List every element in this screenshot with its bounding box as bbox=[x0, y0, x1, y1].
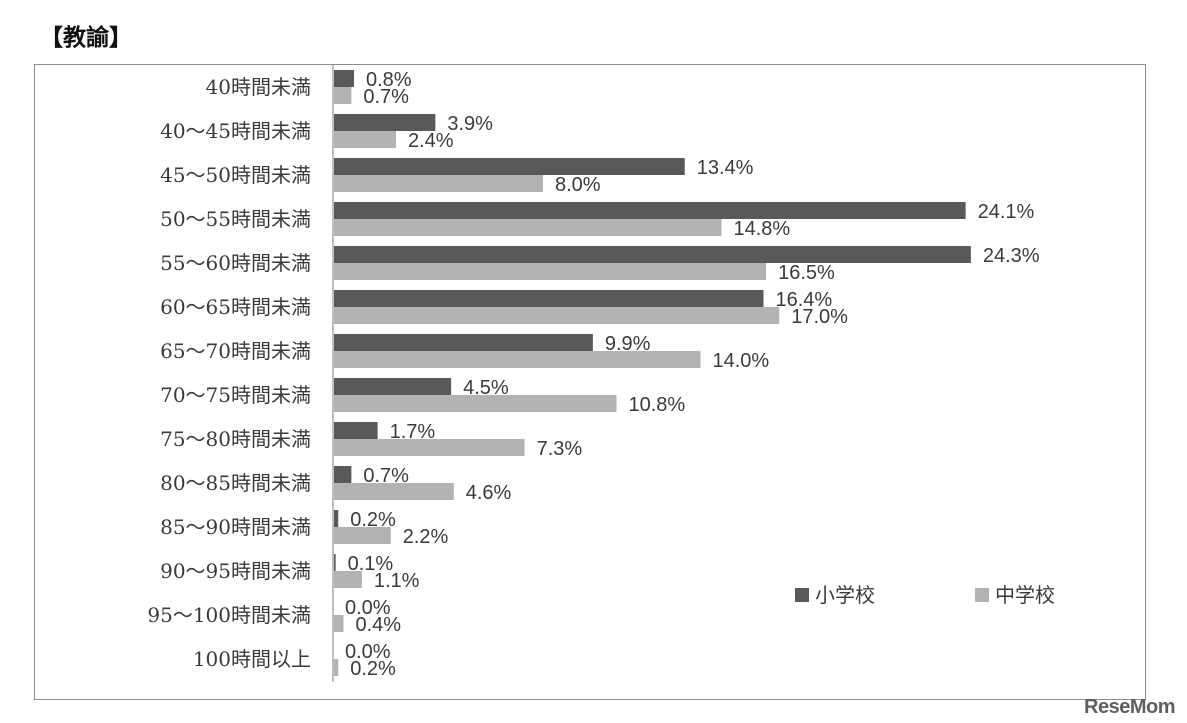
bar-elementary bbox=[333, 334, 593, 351]
data-label-junior-high: 0.4% bbox=[356, 614, 402, 636]
data-label-elementary: 0.0% bbox=[345, 597, 391, 619]
data-label-junior-high: 4.6% bbox=[466, 482, 512, 504]
bar-elementary bbox=[333, 554, 336, 571]
bar-junior-high bbox=[333, 483, 454, 500]
category-label: 75～80時間未満 bbox=[160, 427, 311, 451]
legend-swatch-junior-high bbox=[975, 588, 989, 602]
data-label-junior-high: 0.7% bbox=[363, 86, 409, 108]
data-label-junior-high: 2.2% bbox=[403, 526, 449, 548]
data-label-elementary: 0.0% bbox=[345, 641, 391, 663]
bar-junior-high bbox=[333, 219, 722, 236]
bar-junior-high bbox=[333, 175, 543, 192]
bar-elementary bbox=[333, 70, 354, 87]
data-label-elementary: 13.4% bbox=[697, 157, 754, 179]
category-label: 95～100時間未満 bbox=[147, 603, 311, 627]
legend-swatch-elementary bbox=[795, 588, 809, 602]
category-label: 55～60時間未満 bbox=[160, 251, 311, 275]
bar-junior-high bbox=[333, 439, 525, 456]
data-label-junior-high: 10.8% bbox=[629, 394, 686, 416]
data-label-elementary: 24.1% bbox=[978, 201, 1035, 223]
data-label-elementary: 0.2% bbox=[350, 509, 396, 531]
bar-elementary bbox=[333, 246, 971, 263]
category-label: 70～75時間未満 bbox=[160, 383, 311, 407]
data-label-elementary: 16.4% bbox=[776, 289, 833, 311]
data-label-elementary: 0.7% bbox=[363, 465, 409, 487]
data-label-elementary: 24.3% bbox=[983, 245, 1040, 267]
bar-chart: 40時間未満 0.8%0.7%40～45時間未満 3.9%2.4%45～50時間未満… bbox=[147, 65, 1055, 682]
bar-junior-high bbox=[333, 659, 339, 676]
data-label-junior-high: 16.5% bbox=[778, 262, 835, 284]
bar-elementary bbox=[333, 422, 378, 439]
bar-junior-high bbox=[333, 571, 362, 588]
legend-label-junior-high: 中学校 bbox=[995, 583, 1055, 607]
bar-elementary bbox=[333, 466, 352, 483]
data-label-junior-high: 1.1% bbox=[374, 570, 420, 592]
category-label: 45～50時間未満 bbox=[160, 163, 311, 187]
bar-elementary bbox=[333, 510, 339, 527]
bar-junior-high bbox=[333, 527, 391, 544]
data-label-junior-high: 14.8% bbox=[734, 218, 791, 240]
category-label: 40時間未満 bbox=[206, 75, 311, 99]
bar-elementary bbox=[333, 290, 764, 307]
bar-junior-high bbox=[333, 263, 767, 280]
category-label: 40～45時間未満 bbox=[160, 119, 311, 143]
category-label: 100時間以上 bbox=[193, 647, 311, 671]
bar-elementary bbox=[333, 202, 966, 219]
data-label-junior-high: 7.3% bbox=[537, 438, 583, 460]
bar-junior-high bbox=[333, 395, 617, 412]
category-label: 90～95時間未満 bbox=[160, 559, 311, 583]
data-label-junior-high: 14.0% bbox=[713, 350, 770, 372]
bar-junior-high bbox=[333, 131, 396, 148]
watermark-logo: ReseMom bbox=[1084, 696, 1175, 718]
chart-frame: 40時間未満 0.8% 0.7% 40～45時間未満 3.9% 2.4% 45～50時間未満… bbox=[34, 64, 1146, 700]
data-label-junior-high: 0.2% bbox=[350, 658, 396, 680]
bar-junior-high bbox=[333, 87, 352, 104]
category-label: 65～70時間未満 bbox=[160, 339, 311, 363]
data-label-elementary: 0.8% bbox=[366, 69, 412, 91]
data-label-elementary: 3.9% bbox=[447, 113, 493, 135]
category-label: 50～55時間未満 bbox=[160, 207, 311, 231]
legend-label-elementary: 小学校 bbox=[815, 583, 875, 607]
bar-junior-high bbox=[333, 351, 701, 368]
data-label-junior-high: 8.0% bbox=[555, 174, 601, 196]
category-label: 85～90時間未満 bbox=[160, 515, 311, 539]
category-label: 60～65時間未満 bbox=[160, 295, 311, 319]
data-label-junior-high: 2.4% bbox=[408, 130, 454, 152]
data-label-junior-high: 17.0% bbox=[791, 306, 848, 328]
bar-elementary bbox=[333, 114, 436, 131]
chart-heading: 【教諭】 bbox=[40, 25, 132, 51]
data-label-elementary: 9.9% bbox=[605, 333, 651, 355]
data-label-elementary: 0.1% bbox=[348, 553, 394, 575]
bar-elementary bbox=[333, 378, 452, 395]
bar-junior-high bbox=[333, 307, 780, 324]
bar-elementary bbox=[333, 158, 685, 175]
bar-junior-high bbox=[333, 615, 344, 632]
data-label-elementary: 4.5% bbox=[463, 377, 509, 399]
data-label-elementary: 1.7% bbox=[390, 421, 436, 443]
category-label: 80～85時間未満 bbox=[160, 471, 311, 495]
